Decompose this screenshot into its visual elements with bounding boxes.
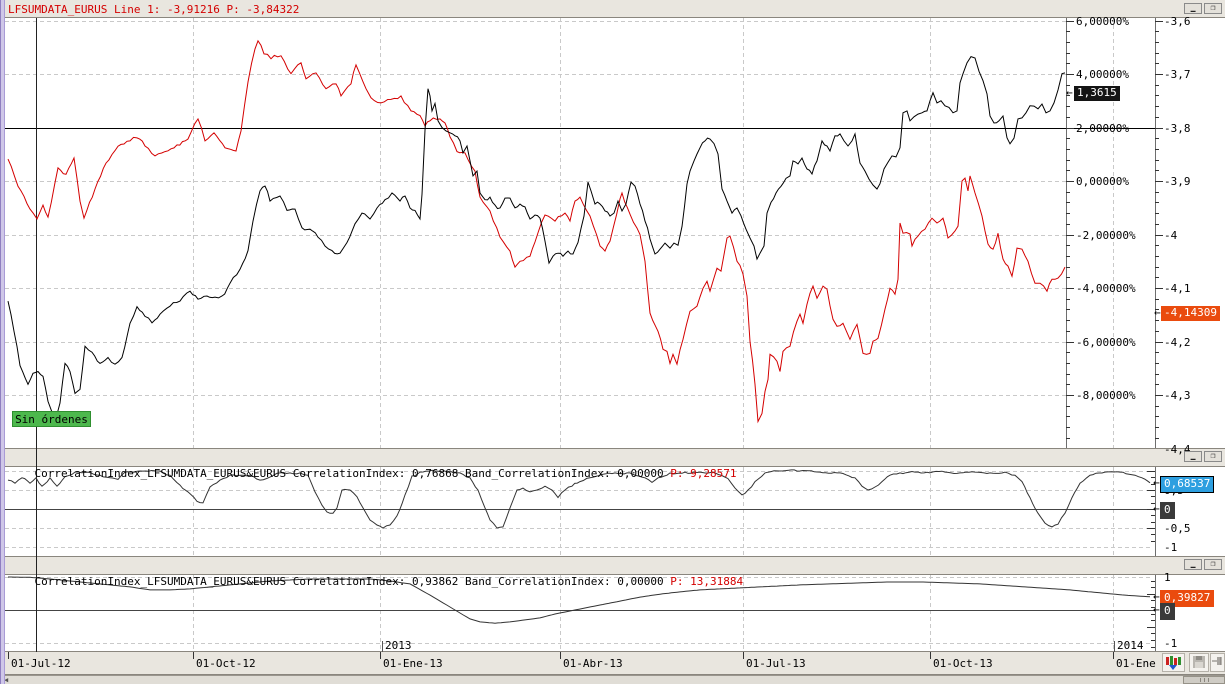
date-axis-bar — [0, 652, 1225, 675]
scrollbar-thumb[interactable] — [1183, 676, 1225, 684]
price-axis-label: -3,7 — [1164, 68, 1191, 81]
date-tick-label: 01-Ene-13 — [383, 657, 443, 670]
pct-axis-label: 4,00000% — [1076, 68, 1129, 81]
corr1-minimize-button[interactable]: ▁ — [1184, 451, 1202, 462]
date-tick-label: 01-Jul-13 — [746, 657, 806, 670]
corr1-last-value-marker: 0,68537 — [1160, 476, 1215, 493]
corr1-header-p-value: P: 9,28571 — [663, 467, 737, 480]
main-panel-header: LFSUMDATA_EURUS Line 1: -3,91216 P: -3,8… — [8, 3, 300, 16]
date-tick-label: 01-Oct-13 — [933, 657, 993, 670]
corr2-last-value-marker-arrow: ← — [1153, 590, 1160, 603]
price-axis-label: -4,3 — [1164, 389, 1191, 402]
eurus-last-value-marker: 1,3615 — [1074, 86, 1120, 101]
pct-axis-label: -4,00000% — [1076, 282, 1136, 295]
chart-icon-button[interactable] — [1162, 653, 1185, 672]
price-last-value-marker: -4,14309 — [1161, 306, 1220, 321]
pin-icon — [1212, 657, 1222, 665]
corr2-zero-marker-arrow: ← — [1153, 603, 1160, 616]
price-axis-label: -4,4 — [1164, 443, 1191, 456]
corr1-last-value-marker-arrow: ← — [1153, 476, 1160, 489]
no-orders-badge: Sin órdenes — [12, 411, 91, 427]
corr2-restore-button[interactable]: ❐ — [1204, 559, 1222, 570]
corr1-restore-button[interactable]: ❐ — [1204, 451, 1222, 462]
corr1-panel-header: CorrelationIndex_LFSUMDATA_EURUS&EURUS C… — [8, 451, 737, 480]
horizontal-scrollbar[interactable]: ◀ — [0, 675, 1225, 684]
corr1-zero-marker-arrow: ← — [1153, 502, 1160, 515]
eurus-last-value-marker-arrow: ← — [1066, 86, 1073, 99]
price-axis-label: -3,6 — [1164, 15, 1191, 28]
year-label: 2013 — [385, 639, 412, 652]
save-icon-button[interactable] — [1189, 653, 1209, 672]
main-minimize-button[interactable]: ▁ — [1184, 3, 1202, 14]
main-restore-button[interactable]: ❐ — [1204, 3, 1222, 14]
price-axis-label: -3,8 — [1164, 122, 1191, 135]
scroll-left-icon[interactable]: ◀ — [4, 676, 9, 684]
save-icon — [1193, 656, 1205, 668]
main-plot-bg — [5, 18, 1225, 448]
corr2-header-p-value: P: 13,31884 — [663, 575, 744, 588]
corr2-zero-marker: 0 — [1160, 603, 1175, 620]
corr2-header-text: CorrelationIndex_LFSUMDATA_EURUS&EURUS C… — [34, 575, 664, 588]
pct-axis-label: -2,00000% — [1076, 229, 1136, 242]
price-axis-label: -4,1 — [1164, 282, 1191, 295]
corr2-axis-label: 1 — [1164, 571, 1171, 584]
date-tick-label: 01-Jul-12 — [11, 657, 71, 670]
price-axis-label: -4 — [1164, 229, 1178, 242]
date-tick-label: 01-Abr-13 — [563, 657, 623, 670]
corr1-zero-marker: 0 — [1160, 502, 1175, 519]
main-header-bar — [0, 0, 1225, 18]
corr2-axis-label: -1 — [1164, 637, 1178, 650]
pct-axis-label: -6,00000% — [1076, 336, 1136, 349]
year-label: 2014 — [1117, 639, 1144, 652]
pct-axis-label: -8,00000% — [1076, 389, 1136, 402]
corr2-header-bar — [0, 557, 1225, 575]
date-tick-label: 01-Oct-12 — [196, 657, 256, 670]
price-axis-label: -4,2 — [1164, 336, 1191, 349]
corr2-panel-header: CorrelationIndex_LFSUMDATA_EURUS&EURUS C… — [8, 559, 744, 588]
pct-axis-label: 0,00000% — [1076, 175, 1129, 188]
corr1-header-text: CorrelationIndex_LFSUMDATA_EURUS&EURUS C… — [34, 467, 664, 480]
date-tick-label: 01-Ene — [1116, 657, 1156, 670]
corr1-axis-label: -0,5 — [1164, 522, 1191, 535]
left-edge-strip — [0, 0, 5, 684]
corr1-axis-label: -1 — [1164, 541, 1178, 554]
corr2-plot-bg — [5, 575, 1225, 652]
corr2-last-value-marker: 0,39827 — [1160, 590, 1215, 607]
pct-axis-label: 6,00000% — [1076, 15, 1129, 28]
corr1-header-bar — [0, 449, 1225, 467]
price-axis-label: -3,9 — [1164, 175, 1191, 188]
chart-icon — [1166, 656, 1181, 670]
corr2-minimize-button[interactable]: ▁ — [1184, 559, 1202, 570]
pct-axis-label: 2,00000% — [1076, 122, 1129, 135]
price-last-value-marker-arrow: ← — [1154, 306, 1161, 319]
pin-icon-button[interactable] — [1210, 653, 1225, 672]
